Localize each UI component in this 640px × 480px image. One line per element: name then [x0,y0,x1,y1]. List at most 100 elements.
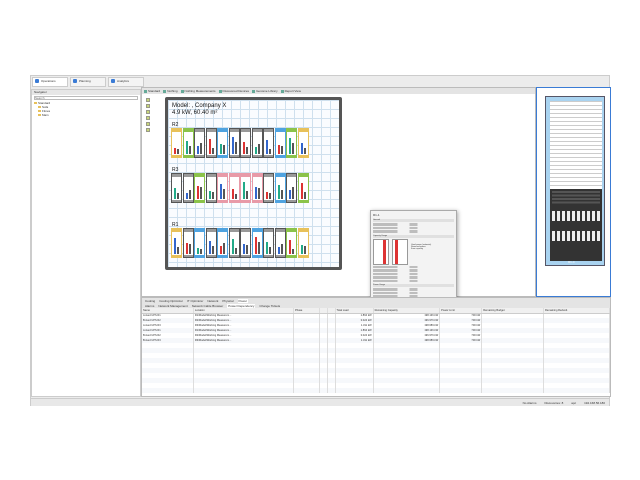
bottom-tab[interactable]: Network Cable Browser [191,303,224,308]
rack[interactable] [228,173,240,203]
editor-tab[interactable]: Nothing [163,89,178,93]
rack[interactable] [182,173,194,203]
editor-tab[interactable]: Standard [144,89,160,93]
bottom-tab[interactable]: Alarms [145,303,155,308]
column-header[interactable]: Name [142,308,194,314]
bottom-tab[interactable]: Cooling Optimizer [159,298,184,303]
column-header[interactable]: Power Limit [439,308,483,314]
bottom-tab[interactable]: Power Dependency [227,303,256,308]
rack[interactable] [240,173,251,203]
table-row[interactable]: A-feed UPS R3 R3/Model\Working Measurem..… [142,323,610,328]
rack[interactable] [171,228,182,258]
rack[interactable] [228,228,240,258]
select-tool-icon[interactable] [146,98,150,102]
editor-tab[interactable]: Nothing Measurements [180,89,216,93]
rack[interactable] [251,128,263,158]
editor-tab[interactable]: Genome Library [252,89,278,93]
bottom-tab[interactable]: IT Optimizer [187,298,204,303]
bottom-tab[interactable]: Physical [222,298,234,303]
column-header[interactable] [327,308,336,314]
bottom-panel: Cooling Cooling Optimizer IT Optimizer Netw… [141,297,611,397]
wall-tool-icon[interactable] [146,122,150,126]
name-cell: B-feed UPS R3 [142,338,194,343]
rack[interactable] [263,228,274,258]
rack[interactable] [182,228,194,258]
column-header[interactable]: Location [193,308,295,314]
rack[interactable] [286,128,297,158]
bottom-tab[interactable]: Network Management [158,303,188,308]
rack[interactable] [251,228,263,258]
perspective-operations[interactable]: Operations [32,77,68,87]
rack[interactable] [205,173,217,203]
rack[interactable] [286,173,297,203]
bottom-tab[interactable]: Network [207,298,219,303]
column-header[interactable]: Total Load [335,308,374,314]
rack[interactable] [240,228,251,258]
discoveries-status[interactable]: Discoveries: 8 [544,400,564,405]
rack[interactable] [217,173,228,203]
rack[interactable] [194,128,205,158]
rack-footer [252,155,262,157]
rack[interactable] [251,173,263,203]
empty-row [142,368,610,373]
tree-item[interactable]: Fitnes [32,109,140,113]
table-row[interactable]: B-feed UPS R3 R3/Model\Working Measurem..… [142,338,610,343]
rack[interactable] [228,128,240,158]
tree-item[interactable]: Standard [32,101,140,105]
rack[interactable] [205,228,217,258]
empty-cell [439,378,483,383]
table-row[interactable]: A-feed UPS R1 R1/Model\Working Measurem..… [142,328,610,333]
alarms-status[interactable]: No Alarms [522,400,537,405]
perspective-planning[interactable]: Planning [70,77,106,87]
editor-tab[interactable]: Report View [280,89,301,93]
empty-cell [327,328,336,333]
rack[interactable] [297,173,309,203]
rack[interactable] [240,128,251,158]
rack-footer [275,200,285,202]
rack[interactable] [297,228,309,258]
rack[interactable] [194,228,205,258]
rack[interactable] [171,128,182,158]
rack-footer [264,255,273,257]
navigator-search-input[interactable] [34,96,138,100]
door-tool-icon[interactable] [146,128,150,132]
rack[interactable] [182,128,194,158]
table-row[interactable]: A-feed UPS R1 R1/Model\Working Measurem..… [142,313,610,318]
empty-cell [319,378,328,383]
bottom-tab[interactable]: Change Tickets [259,303,281,308]
rack[interactable] [194,173,205,203]
empty-cell [335,363,374,368]
tree-item[interactable]: Main [32,113,140,117]
bottom-tab[interactable]: Cooling [145,298,156,303]
editor-tab[interactable]: Discovered Devices [218,89,249,93]
rack[interactable] [263,128,274,158]
empty-cell [543,368,610,373]
zoom-tool-icon[interactable] [146,104,150,108]
rack[interactable] [286,228,297,258]
column-header[interactable]: Remaining Redund. [543,308,610,314]
rack-tool-icon[interactable] [146,116,150,120]
column-header[interactable]: Phase [293,308,321,314]
table-row[interactable]: B-feed UPS R2 R2/Model\Working Measurem..… [142,333,610,338]
rack[interactable] [217,228,228,258]
column-header[interactable] [319,308,328,314]
rack-load-bar [231,137,234,154]
empty-cell [193,388,295,393]
rack[interactable] [263,173,274,203]
column-header[interactable]: Remaining Capacity [373,308,441,314]
rack[interactable] [205,128,217,158]
rack[interactable] [274,128,286,158]
rack[interactable] [274,228,286,258]
rack[interactable] [297,128,309,158]
tree-item[interactable]: Sofa [32,105,140,109]
layer-tool-icon[interactable] [146,110,150,114]
table-row[interactable]: B-feed UPS R2 R2/Model\Working Measurem..… [142,318,610,323]
bottom-tab[interactable]: Power [237,298,249,303]
column-header[interactable]: Remaining Budget [481,308,545,314]
rack[interactable] [171,173,182,203]
rack[interactable] [274,173,286,203]
rack-front-view[interactable]: R1-4 [545,96,605,266]
perspective-analytics[interactable]: Analytics [108,77,144,87]
rack[interactable] [217,128,228,158]
room-floor-plan[interactable]: Model: , Company X 4.9 kW, 60.40 m² R2 R3 R… [165,97,342,270]
